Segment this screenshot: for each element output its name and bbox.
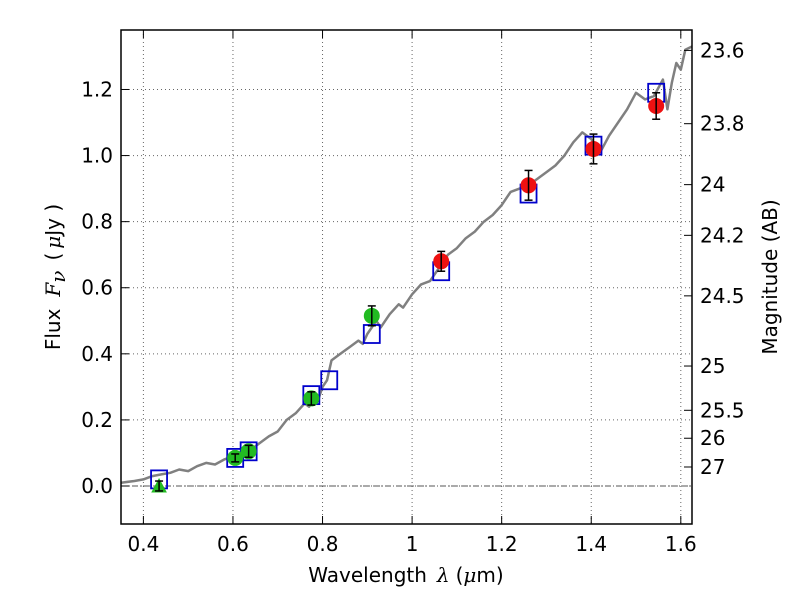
x-tick-label: 0.8 (307, 532, 339, 556)
y2-tick-label: 23.8 (700, 112, 745, 136)
y2-tick-label: 26 (700, 426, 725, 450)
y-tick-label: 1.0 (81, 144, 113, 168)
y2-tick-label: 27 (700, 455, 725, 479)
data-layer (121, 45, 692, 493)
y2-axis-label: Magnitude (AB) (758, 199, 782, 354)
y-tick-label: 0.2 (81, 408, 113, 432)
x-tick-label: 0.4 (127, 532, 159, 556)
y-axis-label: FluxFν(μJy ) (41, 204, 70, 350)
x-tick-label: 1.6 (665, 532, 697, 556)
x-axis-label: Wavelength λ (μm) (308, 563, 503, 587)
model-box-marker (320, 370, 339, 391)
ticks: 0.4 0.6 0.8 1 1.2 1.4 1.6 0.0 0.2 0.4 0.6 0.8 1.0 1.2… (81, 30, 745, 556)
x-tick-label: 1.4 (575, 532, 607, 556)
y-tick-label: 0.0 (81, 474, 113, 498)
y-tick-label: 0.6 (81, 276, 113, 300)
y2-tick-label: 25 (700, 354, 725, 378)
x-tick-label: 1.2 (486, 532, 518, 556)
y-tick-label: 1.2 (81, 77, 113, 101)
y-tick-label: 0.4 (81, 342, 113, 366)
grid (121, 30, 692, 524)
plot-frame (120, 29, 693, 525)
x-tick-label: 0.6 (217, 532, 249, 556)
y2-tick-label: 24.5 (700, 284, 745, 308)
y2-tick-label: 23.6 (700, 38, 745, 62)
y2-tick-label: 24.2 (700, 223, 745, 247)
y2-tick-label: 25.5 (700, 398, 745, 422)
y-tick-label: 0.8 (81, 210, 113, 234)
y2-tick-label: 24 (700, 173, 725, 197)
x-tick-label: 1 (406, 532, 419, 556)
